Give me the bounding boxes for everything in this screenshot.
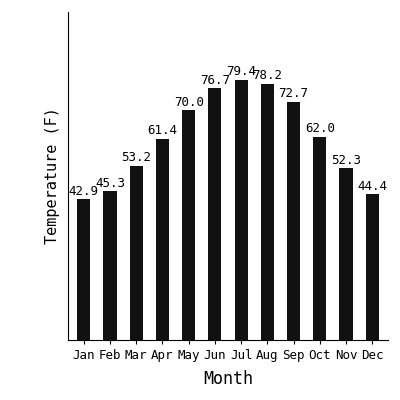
Text: 76.7: 76.7 [200, 74, 230, 87]
Text: 78.2: 78.2 [252, 69, 282, 82]
Bar [77, 199, 90, 340]
Bar [313, 137, 326, 340]
Bar [340, 168, 352, 340]
Bar [234, 80, 248, 340]
Text: 53.2: 53.2 [121, 151, 151, 164]
Text: 45.3: 45.3 [95, 177, 125, 190]
Y-axis label: Temperature (F): Temperature (F) [45, 108, 60, 244]
Text: 44.4: 44.4 [357, 180, 387, 193]
Text: 42.9: 42.9 [69, 185, 99, 198]
Text: 72.7: 72.7 [278, 87, 308, 100]
Bar [156, 139, 169, 340]
Bar [130, 166, 143, 340]
Bar [287, 102, 300, 340]
Text: 79.4: 79.4 [226, 65, 256, 78]
X-axis label: Month: Month [203, 370, 253, 388]
Bar [208, 88, 222, 340]
Bar [366, 194, 379, 340]
Text: 52.3: 52.3 [331, 154, 361, 167]
Bar [104, 192, 116, 340]
Text: 70.0: 70.0 [174, 96, 204, 109]
Bar [182, 110, 195, 340]
Bar [261, 84, 274, 340]
Text: 61.4: 61.4 [148, 124, 178, 137]
Text: 62.0: 62.0 [305, 122, 335, 135]
